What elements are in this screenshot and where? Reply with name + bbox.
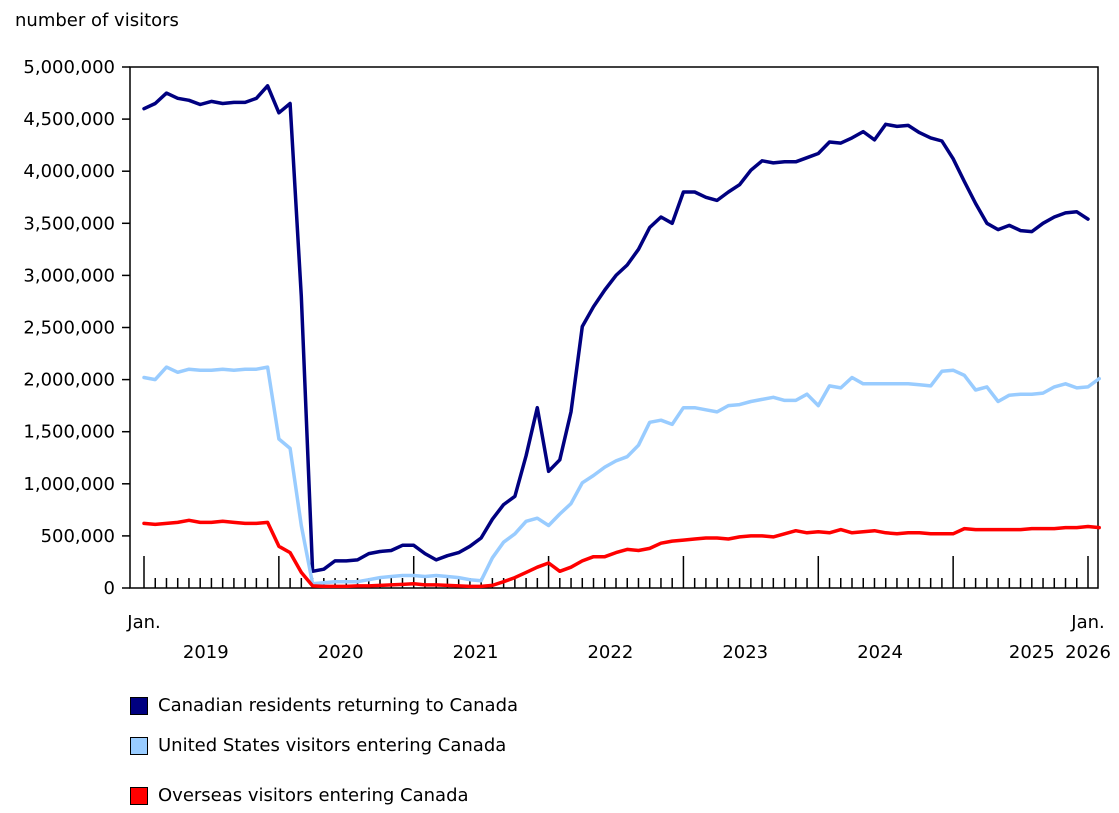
legend-swatch-canadian-residents	[130, 696, 148, 715]
y-tick-label: 0	[104, 578, 115, 599]
series-line-2	[142, 518, 1101, 589]
x-year-label: 2020	[318, 642, 364, 663]
y-tick-label: 5,000,000	[23, 57, 115, 78]
legend-item-canadian-residents: Canadian residents returning to Canada	[130, 695, 518, 716]
y-tick-label: 3,500,000	[23, 213, 115, 234]
y-tick-label: 3,000,000	[23, 265, 115, 286]
x-year-label: 2024	[857, 642, 903, 663]
legend-item-united-states-visitors: United States visitors entering Canada	[130, 735, 506, 756]
x-start-label: Jan.	[126, 612, 160, 633]
legend-label-united-states-visitors: United States visitors entering Canada	[158, 735, 507, 756]
y-tick-label: 2,500,000	[23, 318, 115, 339]
x-year-label: 2021	[453, 642, 499, 663]
y-tick-label: 4,500,000	[23, 109, 115, 130]
y-tick-label: 500,000	[41, 526, 115, 547]
y-tick-label: 1,500,000	[23, 422, 115, 443]
series-line-1	[142, 365, 1101, 586]
y-axis-title: number of visitors	[15, 10, 179, 31]
x-year-label: 2022	[587, 642, 633, 663]
plot-frame	[129, 66, 1099, 589]
y-tick-label: 2,000,000	[23, 370, 115, 391]
legend-label-canadian-residents: Canadian residents returning to Canada	[158, 695, 519, 716]
series-line-0	[142, 84, 1090, 574]
x-year-label: 2019	[183, 642, 229, 663]
x-year-label: 2025	[1009, 642, 1055, 663]
line-chart: number of visitors 0 500,000 1,000,000 1,500…	[15, 10, 1111, 663]
legend-label-overseas-visitors: Overseas visitors entering Canada	[158, 785, 469, 806]
y-tick-label: 4,000,000	[23, 161, 115, 182]
legend-swatch-overseas-visitors	[130, 786, 148, 805]
x-year-label: 2026	[1065, 642, 1111, 663]
legend-item-overseas-visitors: Overseas visitors entering Canada	[130, 785, 469, 806]
x-year-label: 2023	[722, 642, 768, 663]
legend-swatch-united-states-visitors	[130, 736, 148, 755]
x-end-label: Jan.	[1070, 612, 1104, 633]
y-tick-label: 1,000,000	[23, 474, 115, 495]
